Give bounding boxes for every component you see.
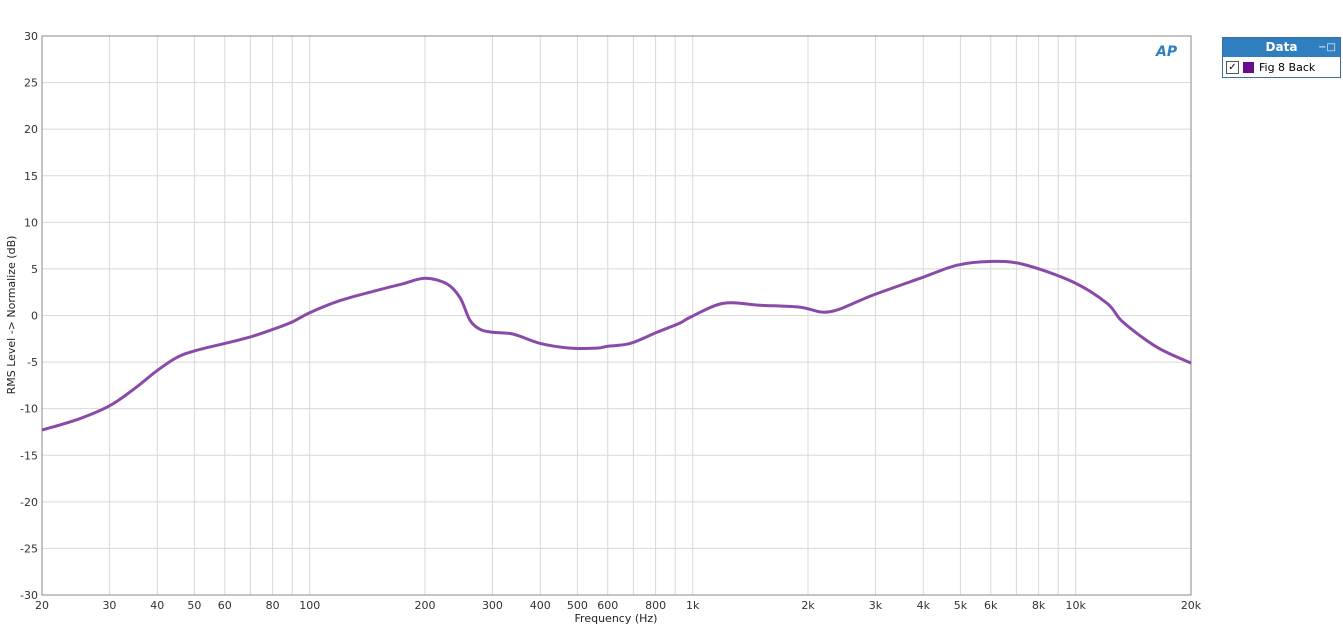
x-tick-label: 8k xyxy=(1032,599,1046,612)
checkbox-checked-icon[interactable]: ✓ xyxy=(1226,60,1239,74)
x-tick-label: 30 xyxy=(102,599,116,612)
x-tick-label: 3k xyxy=(869,599,883,612)
y-axis-label: RMS Level -> Normalize (dB) xyxy=(5,236,18,395)
x-tick-label: 400 xyxy=(530,599,551,612)
plot-frame xyxy=(41,35,1192,596)
y-tick-label: -5 xyxy=(27,356,38,369)
legend-item[interactable]: ✓ Fig 8 Back xyxy=(1223,57,1340,77)
x-tick-label: 20k xyxy=(1181,599,1202,612)
y-tick-label: -30 xyxy=(20,589,38,602)
y-tick-label: -15 xyxy=(20,449,38,462)
grid xyxy=(41,35,1192,596)
x-tick-label: 60 xyxy=(218,599,232,612)
ap-logo: AP xyxy=(1156,44,1178,60)
y-tick-label: 0 xyxy=(31,310,38,323)
y-tick-label: 15 xyxy=(24,170,38,183)
legend-swatch xyxy=(1243,61,1254,73)
x-tick-label: 50 xyxy=(187,599,201,612)
x-tick-label: 200 xyxy=(415,599,436,612)
y-tick-label: 20 xyxy=(24,123,38,136)
y-tick-label: 10 xyxy=(24,216,38,229)
y-tick-label: -20 xyxy=(20,496,38,509)
x-tick-label: 10k xyxy=(1066,599,1087,612)
x-axis-label: Frequency (Hz) xyxy=(575,612,658,625)
x-tick-label: 100 xyxy=(299,599,320,612)
pin-icon[interactable]: −□ xyxy=(1318,42,1336,53)
x-tick-label: 6k xyxy=(984,599,998,612)
legend-header: Data −□ xyxy=(1223,38,1340,57)
x-tick-label: 800 xyxy=(645,599,666,612)
y-tick-label: 30 xyxy=(24,30,38,43)
x-tick-label: 40 xyxy=(150,599,164,612)
legend-title: Data xyxy=(1265,40,1298,54)
y-tick-label: -25 xyxy=(20,542,38,555)
legend-item-label: Fig 8 Back xyxy=(1259,60,1316,74)
x-tick-label: 80 xyxy=(266,599,280,612)
series-line-fig-8-back xyxy=(41,259,1192,432)
legend-panel: Data −□ ✓ Fig 8 Back xyxy=(1222,37,1341,78)
x-tick-label: 1k xyxy=(686,599,700,612)
x-tick-label: 5k xyxy=(954,599,968,612)
y-tick-label: 25 xyxy=(24,77,38,90)
x-tick-label: 500 xyxy=(567,599,588,612)
x-axis-ticks: 20 30 40 50 60 80 100 200 300 400 500 600 800 1k 2k 3k 4… xyxy=(35,599,1202,612)
x-tick-label: 600 xyxy=(597,599,618,612)
y-axis-ticks: -30 -25 -20 -15 -10 -5 0 5 10 15 20 25 30 xyxy=(20,30,38,602)
y-tick-label: 5 xyxy=(31,263,38,276)
x-tick-label: 20 xyxy=(35,599,49,612)
x-tick-label: 4k xyxy=(917,599,931,612)
x-tick-label: 2k xyxy=(801,599,815,612)
y-tick-label: -10 xyxy=(20,403,38,416)
x-tick-label: 300 xyxy=(482,599,503,612)
